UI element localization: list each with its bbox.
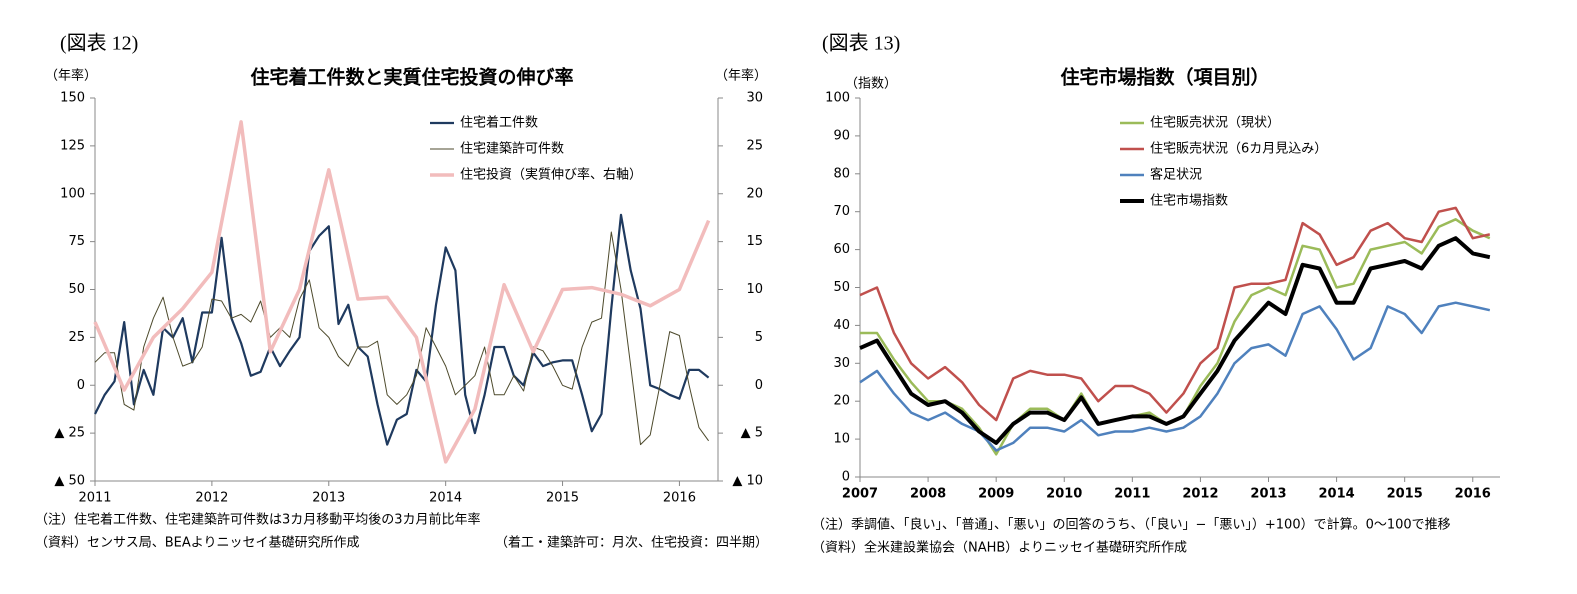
y2-axis-label: （年率） [715,68,767,84]
y-axis-label: （指数） [845,77,897,92]
y-tick-label: ▲ 25 [54,426,85,441]
legend-label: 住宅投資（実質伸び率、右軸） [460,167,642,183]
note: （着工・建築許可：月次、住宅投資：四半期） [495,535,768,551]
x-tick-label: 2014 [429,491,462,506]
legend-label: 住宅着工件数 [460,115,538,131]
series-line [859,206,1491,422]
y2-tick-label: ▲ 5 [741,426,763,441]
note: （注）住宅着工件数、住宅建築許可件数は3カ月移動平均後の3カ月前比年率 [35,512,481,528]
y2-tick-label: 5 [755,330,763,345]
y-tick-label: 60 [833,242,850,257]
x-tick-label: 2010 [1046,487,1082,502]
x-tick-label: 2015 [546,491,579,506]
x-tick-label: 2012 [195,491,228,506]
y-axis-label: （年率） [45,68,97,84]
y-tick-label: 50 [833,280,850,295]
y-tick-label: 10 [833,432,850,447]
y-tick-label: 25 [68,330,85,345]
x-tick-label: 2012 [1182,487,1218,502]
note: （資料）センサス局、BEAよりニッセイ基礎研究所作成 [35,536,360,551]
chart-title: 住宅着工件数と実質住宅投資の伸び率 [250,66,573,89]
x-tick-label: 2008 [910,487,946,502]
y-tick-label: 30 [833,356,850,371]
series-line [859,301,1491,452]
y2-tick-label: ▲ 10 [732,474,763,489]
y-tick-label: 75 [68,234,85,249]
chart-title: 住宅市場指数（項目別） [1060,66,1269,89]
note: （注）季調値、「良い」、「普通」、「悪い」の回答のうち、（「良い」−「悪い」）+… [812,517,1451,533]
x-tick-label: 2009 [978,487,1014,502]
x-tick-label: 2013 [312,491,345,506]
series-line [93,120,711,464]
x-tick-label: 2013 [1250,487,1286,502]
y-tick-label: 0 [77,378,85,393]
y-tick-label: 20 [833,394,850,409]
series-line [94,213,710,446]
y2-tick-label: 25 [746,138,763,153]
series-line [859,236,1491,445]
figure-label: (図表 12) [60,32,138,55]
x-tick-label: 2016 [663,491,696,506]
y-tick-label: 50 [68,282,85,297]
x-tick-label: 2015 [1387,487,1423,502]
y-tick-label: 100 [825,91,850,106]
y2-tick-label: 20 [746,186,763,201]
x-tick-label: 2016 [1455,487,1491,502]
y-tick-label: 150 [60,91,85,106]
y2-tick-label: 0 [755,378,763,393]
legend-label: 住宅建築許可件数 [460,142,564,157]
y2-tick-label: 15 [746,234,763,249]
y-tick-label: 100 [60,186,85,201]
legend-label: 住宅販売状況（6カ月見込み） [1150,141,1327,157]
y-tick-label: 125 [60,138,85,153]
legend-label: 住宅販売状況（現状） [1150,115,1280,131]
x-tick-label: 2014 [1319,487,1355,502]
y2-tick-label: 10 [746,282,763,297]
y-tick-label: 0 [842,470,850,485]
y-tick-label: ▲ 50 [54,474,85,489]
y-tick-label: 80 [833,166,850,181]
x-tick-label: 2011 [1114,487,1150,502]
figure-label: (図表 13) [822,32,900,55]
y-tick-label: 90 [833,128,850,143]
legend-label: 客足状況 [1150,167,1202,183]
x-tick-label: 2007 [842,487,878,502]
y-tick-label: 40 [833,318,850,333]
y2-tick-label: 30 [746,91,763,106]
x-tick-label: 2011 [78,491,111,506]
legend-label: 住宅市場指数 [1150,193,1228,209]
series-line [94,231,710,446]
note: （資料）全米建設業協会（NAHB）よりニッセイ基礎研究所作成 [812,540,1187,556]
y-tick-label: 70 [833,204,850,219]
